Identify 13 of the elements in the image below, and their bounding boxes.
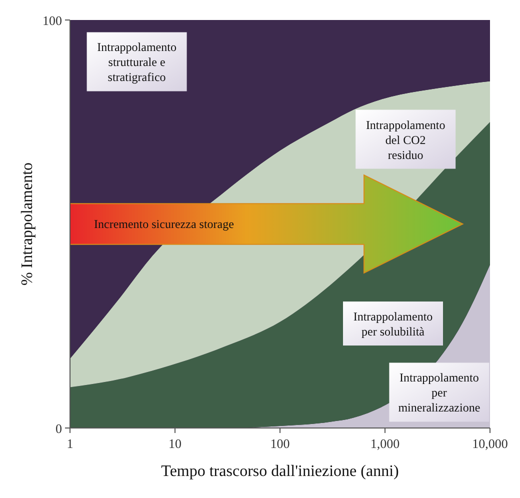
x-tick-label: 1,000: [370, 436, 400, 451]
x-tick-label: 10: [168, 436, 182, 451]
series-label: Intrappolamento strutturale e stratigrafico: [97, 40, 176, 84]
x-tick-label: 1: [66, 436, 74, 451]
series-label: Intrappolamento del CO2 residuo: [366, 118, 446, 162]
y-tick-label: 0: [56, 421, 62, 436]
series-label: Intrappolamento per solubilità: [353, 310, 433, 339]
x-axis-title: Tempo trascorso dall'iniezione (anni): [161, 463, 399, 480]
annotation: Incremento sicurezza storage: [94, 217, 234, 231]
x-tick-label: 10,000: [472, 436, 508, 451]
x-tick-label: 100: [270, 436, 290, 451]
series-label: Intrappolamento per mineralizzazione: [398, 370, 480, 415]
y-axis-title: % Intrappolamento: [19, 162, 36, 286]
